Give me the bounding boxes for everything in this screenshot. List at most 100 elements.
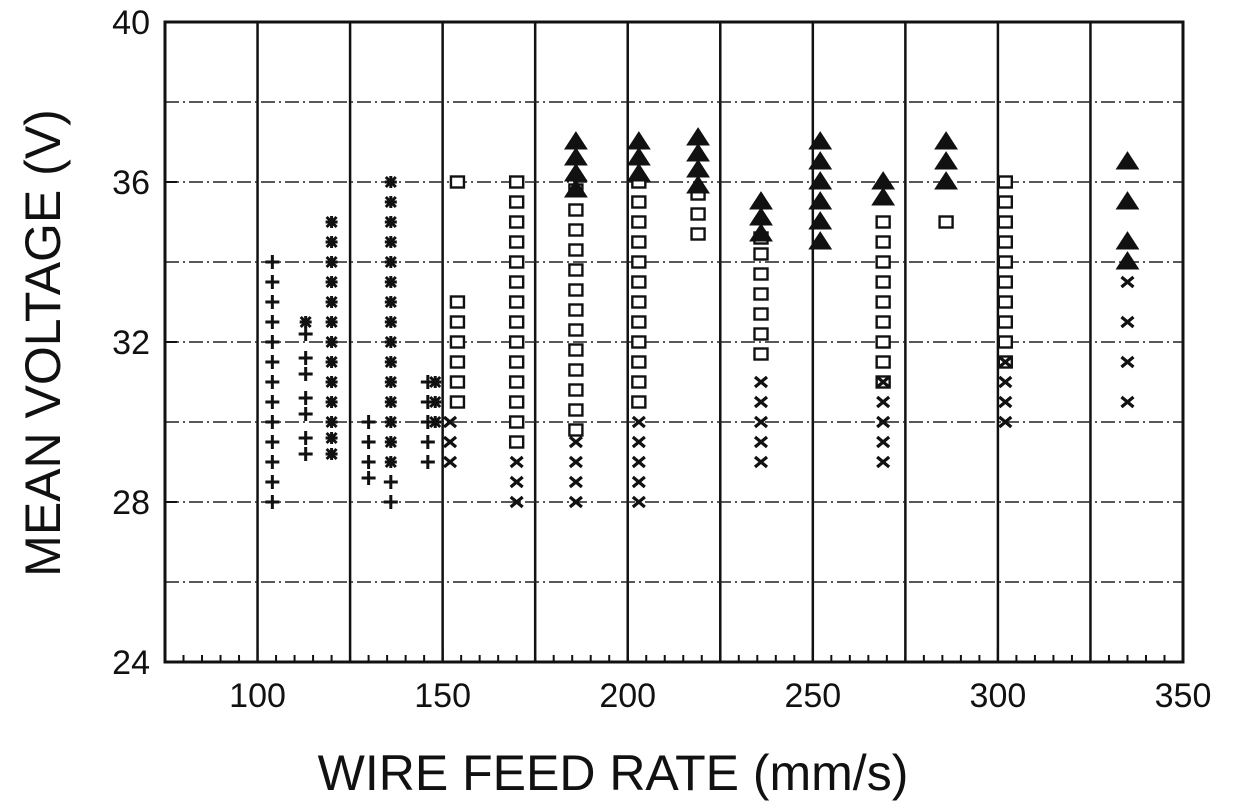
square-point <box>568 283 584 297</box>
plus-point <box>361 471 376 485</box>
plus-point <box>383 495 398 509</box>
plus-point <box>265 455 280 469</box>
square-point <box>875 295 891 309</box>
square-point <box>631 235 647 249</box>
square-point <box>753 247 769 261</box>
plus-point <box>265 435 280 449</box>
square-point <box>568 303 584 317</box>
square-point <box>568 243 584 257</box>
x-point <box>568 475 583 489</box>
triangle-point <box>563 179 588 198</box>
square-point <box>508 275 525 289</box>
square-point <box>508 235 525 249</box>
plus-point <box>265 395 280 409</box>
y-tick-label: 36 <box>112 164 150 202</box>
asterisk-point <box>384 255 397 269</box>
x-point <box>753 435 769 449</box>
asterisk-point <box>384 335 397 349</box>
asterisk-point <box>384 455 397 469</box>
grid-lines <box>163 22 1183 662</box>
plus-point <box>298 351 313 365</box>
x-point <box>998 375 1013 389</box>
x-point <box>1120 315 1135 329</box>
x-point <box>631 495 646 509</box>
x-point <box>443 415 458 429</box>
asterisk-point <box>384 215 397 229</box>
triangle-point <box>1115 191 1140 210</box>
x-tick-label: 100 <box>229 677 286 715</box>
asterisk-point <box>384 355 397 369</box>
plus-point <box>383 475 398 489</box>
triangle-point <box>686 143 710 162</box>
plus-point <box>420 455 435 469</box>
asterisk-point <box>325 375 338 389</box>
square-point <box>753 347 769 361</box>
asterisk-point <box>325 315 338 329</box>
asterisk-point <box>325 295 338 309</box>
square-point <box>631 195 647 209</box>
square-point <box>449 355 466 369</box>
asterisk-point <box>325 275 338 289</box>
square-point <box>875 275 891 289</box>
triangle-point <box>934 151 959 170</box>
square-point <box>568 423 584 437</box>
triangle-point <box>626 131 651 150</box>
plus-point <box>420 435 435 449</box>
asterisk-point <box>429 375 442 389</box>
square-point <box>997 175 1014 189</box>
x-point <box>998 395 1013 409</box>
asterisk-point <box>384 195 397 209</box>
square-point <box>997 255 1014 269</box>
square-point <box>568 343 584 357</box>
triangle-point <box>749 223 773 242</box>
square-point <box>753 287 769 301</box>
triangle-point <box>808 211 833 230</box>
plus-point <box>265 255 280 269</box>
square-point <box>508 355 525 369</box>
square-point <box>568 263 584 277</box>
square-point <box>449 175 466 189</box>
square-point <box>631 375 647 389</box>
x-point <box>631 475 646 489</box>
axis-ticks <box>164 21 1184 663</box>
triangle-point <box>563 163 588 182</box>
plus-point <box>265 355 280 369</box>
x-point <box>753 415 769 429</box>
asterisk-point <box>325 235 338 249</box>
x-point <box>631 435 646 449</box>
x-point <box>568 455 583 469</box>
x-tick-label: 300 <box>970 677 1027 715</box>
asterisk-point <box>384 275 397 289</box>
square-point <box>753 307 769 321</box>
square-point <box>508 395 525 409</box>
asterisk-point <box>429 415 442 429</box>
plus-point <box>361 435 376 449</box>
data-points <box>265 127 1140 509</box>
triangle-point <box>1115 151 1140 170</box>
triangle-point <box>686 127 710 146</box>
triangle-point <box>749 207 773 226</box>
x-point <box>876 415 891 429</box>
square-point <box>753 267 769 281</box>
asterisk-point <box>384 395 397 409</box>
y-tick-label: 40 <box>112 4 150 42</box>
square-point <box>508 255 525 269</box>
x-tick-label: 350 <box>1155 677 1212 715</box>
tick-labels: 100 150 200 250 300 350 24 28 32 36 40 <box>112 4 1211 715</box>
x-point <box>753 395 769 409</box>
triangle-point <box>808 231 833 250</box>
asterisk-point <box>429 395 442 409</box>
triangle-point <box>1115 251 1140 270</box>
asterisk-point <box>384 415 397 429</box>
triangle-point <box>749 191 773 210</box>
y-tick-label: 32 <box>112 324 150 362</box>
square-point <box>631 255 647 269</box>
square-point <box>508 175 525 189</box>
square-point <box>875 335 891 349</box>
square-point <box>449 315 466 329</box>
square-point <box>508 375 525 389</box>
asterisk-point <box>384 435 397 449</box>
square-point <box>508 215 525 229</box>
x-point <box>998 415 1013 429</box>
